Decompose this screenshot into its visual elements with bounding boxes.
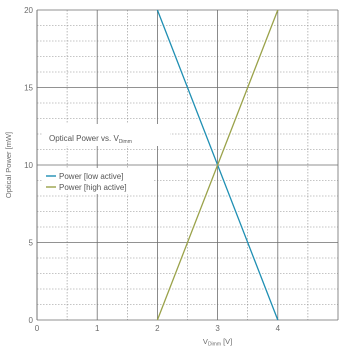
y-tick-label: 10 xyxy=(24,161,33,170)
legend-label: Power [low active] xyxy=(59,172,123,181)
grid xyxy=(36,9,339,321)
x-tick-label: 1 xyxy=(95,324,100,333)
x-tick-label: 0 xyxy=(35,324,40,333)
x-axis-label-main: V xyxy=(203,337,208,346)
tick-labels: 0 5 10 15 20 0 1 2 3 4 xyxy=(24,6,280,333)
series-line xyxy=(156,9,279,321)
legend: Power [low active] Power [high active] xyxy=(42,168,154,194)
y-tick-label: 0 xyxy=(29,316,34,325)
y-tick-label: 20 xyxy=(24,6,33,15)
x-axis-label-unit: [V] xyxy=(221,337,232,346)
x-tick-label: 2 xyxy=(155,324,160,333)
legend-background xyxy=(42,168,154,194)
chart-annotation: Optical Power vs. VDimm xyxy=(49,134,132,145)
y-axis-label: Optical Power [mW] xyxy=(4,132,13,198)
annotation-main: Optical Power vs. V xyxy=(49,134,119,143)
x-axis-label: VDimm [V] xyxy=(203,337,232,348)
y-tick-label: 15 xyxy=(24,84,33,93)
annotation-background xyxy=(42,124,170,146)
series-lines xyxy=(156,9,279,321)
x-tick-label: 3 xyxy=(215,324,220,333)
legend-label: Power [high active] xyxy=(59,183,127,192)
x-axis-label-subscript: Dimm xyxy=(208,342,221,348)
x-tick-label: 4 xyxy=(276,324,281,333)
annotation-subscript: Dimm xyxy=(119,139,132,145)
y-tick-label: 5 xyxy=(29,239,34,248)
